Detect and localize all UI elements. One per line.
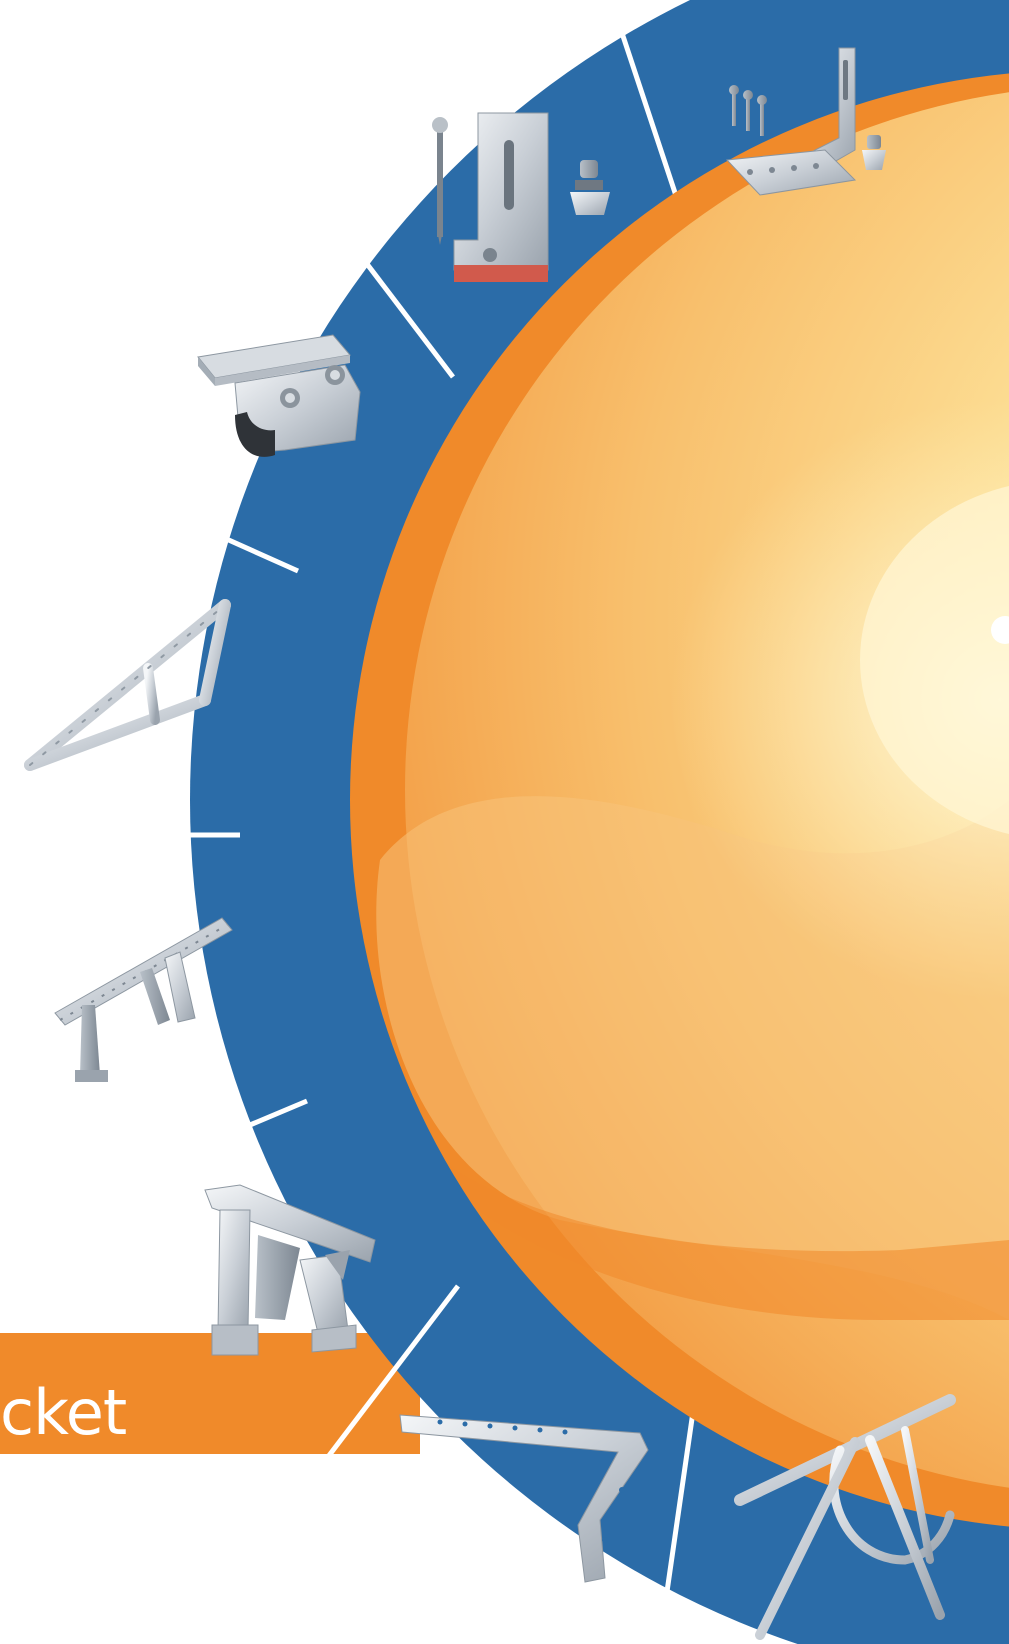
banner-label: cket <box>0 1376 127 1449</box>
standing-seam-clamp-icon <box>197 334 361 457</box>
tilt-rail-bracket-icon <box>54 917 233 1082</box>
truss-ground-mount-icon <box>734 1394 956 1640</box>
tile-roof-hook-with-screws-icon <box>725 47 886 196</box>
ring-dividers <box>5 32 698 1641</box>
l-shaped-arm-bracket-icon <box>399 1414 649 1583</box>
sun-sphere <box>350 73 1009 1527</box>
triangle-frame-bracket-icon <box>24 599 231 771</box>
banner-background <box>0 1333 420 1454</box>
double-leg-ground-bracket-icon <box>204 1184 376 1356</box>
l-foot-bracket-with-screw-icon <box>432 112 610 282</box>
